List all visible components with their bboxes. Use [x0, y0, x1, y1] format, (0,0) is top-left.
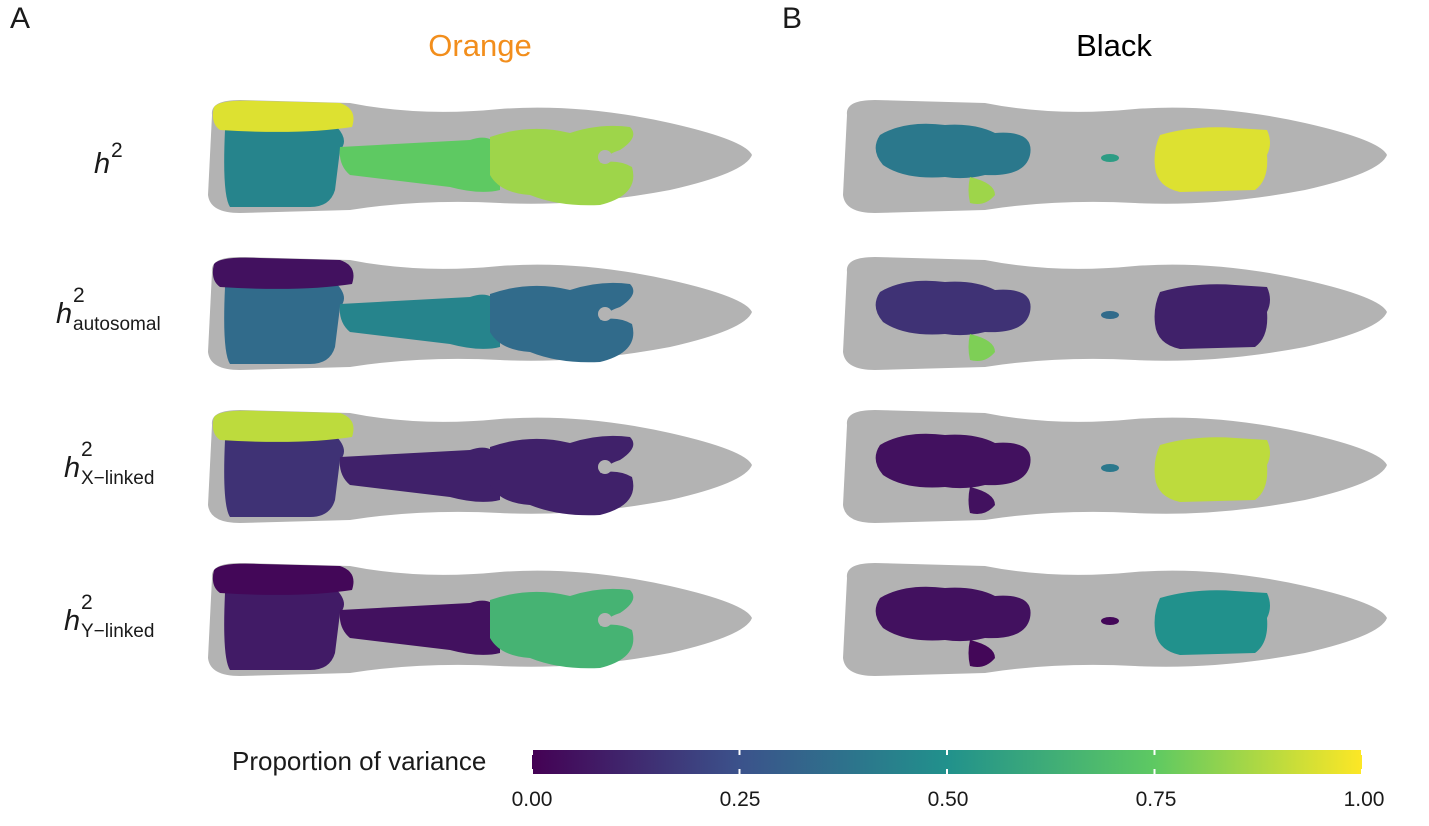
fish-heatmap-black-x-linked: [843, 410, 1387, 523]
colorbar-tick-label: 1.00: [1343, 788, 1385, 811]
row-superscript: 2: [81, 591, 93, 614]
orange-peduncle: [339, 447, 500, 502]
orange-anterior-body: [224, 435, 344, 517]
black-central-dot: [1101, 617, 1119, 625]
orange-caudal: [490, 282, 634, 363]
orange-caudal: [490, 435, 634, 516]
orange-peduncle: [339, 137, 500, 192]
orange-caudal: [490, 588, 634, 669]
black-ventral-spot: [968, 487, 995, 514]
row-subscript: autosomal: [73, 314, 161, 335]
black-posterior-blotch: [1154, 437, 1270, 502]
orange-caudal-notch: [598, 307, 612, 321]
fish-heatmap-orange-x-linked: [208, 410, 752, 523]
black-ventral-spot: [968, 640, 995, 667]
row-symbol: h: [94, 148, 111, 180]
black-posterior-blotch: [1154, 127, 1270, 192]
orange-anterior-body: [224, 588, 344, 670]
orange-dorsal-band: [212, 257, 354, 289]
orange-caudal-notch: [598, 150, 612, 164]
black-ventral-spot: [968, 334, 995, 361]
colorbar-tick-label: 0.00: [511, 788, 553, 811]
orange-dorsal-band: [212, 410, 354, 442]
colorbar-tick-label: 0.25: [719, 788, 761, 811]
orange-dorsal-band: [212, 100, 354, 132]
row-label-h2: h 2: [94, 139, 123, 181]
row-symbol: h: [64, 605, 81, 637]
black-posterior-blotch: [1154, 590, 1270, 655]
orange-dorsal-band: [212, 563, 354, 595]
black-ventral-spot: [968, 177, 995, 204]
fish-heatmap-orange-autosomal: [208, 257, 752, 370]
row-superscript: 2: [73, 284, 85, 307]
panel-title-orange: Orange: [428, 28, 532, 63]
black-central-dot: [1101, 154, 1119, 162]
row-symbol: h: [64, 452, 81, 484]
orange-caudal: [490, 125, 634, 206]
fish-heatmap-black-y-linked: [843, 563, 1387, 676]
row-label-h2-y-linked: h 2 Y−linked: [64, 591, 154, 642]
orange-anterior-body: [224, 125, 344, 207]
black-central-dot: [1101, 311, 1119, 319]
black-central-dot: [1101, 464, 1119, 472]
fish-heatmap-orange-y-linked: [208, 563, 752, 676]
colorbar-tick-label: 0.75: [1135, 788, 1177, 811]
orange-caudal-notch: [598, 613, 612, 627]
orange-peduncle: [339, 294, 500, 349]
row-superscript: 2: [111, 139, 123, 162]
row-symbol: h: [56, 298, 73, 330]
panel-letter-b: B: [782, 2, 803, 35]
black-anterior-blotch: [875, 280, 1031, 336]
black-posterior-blotch: [1154, 284, 1270, 349]
fish-heatmap-black-h2: [843, 100, 1387, 213]
panel-title-black: Black: [1076, 28, 1152, 63]
row-superscript: 2: [81, 438, 93, 461]
black-anterior-blotch: [875, 586, 1031, 642]
row-subscript: Y−linked: [81, 621, 155, 642]
orange-anterior-body: [224, 282, 344, 364]
black-anterior-blotch: [875, 433, 1031, 489]
panel-letter-a: A: [10, 2, 31, 35]
row-label-h2-x-linked: h 2 X−linked: [64, 438, 154, 489]
black-anterior-blotch: [875, 123, 1031, 179]
fish-heatmap-black-autosomal: [843, 257, 1387, 370]
colorbar: [531, 750, 1363, 774]
orange-caudal-notch: [598, 460, 612, 474]
fish-heatmap-orange-h2: [208, 100, 752, 213]
row-subscript: X−linked: [81, 468, 155, 489]
row-label-h2-autosomal: h 2 autosomal: [56, 284, 161, 335]
colorbar-title: Proportion of variance: [232, 746, 487, 776]
colorbar-tick-label: 0.50: [927, 788, 969, 811]
orange-peduncle: [339, 600, 500, 655]
